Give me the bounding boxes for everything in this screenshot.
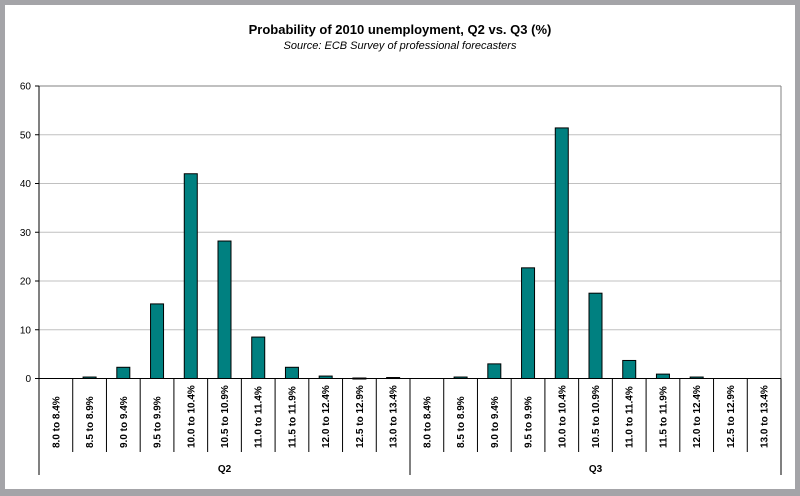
y-tick-label: 60 — [20, 82, 32, 93]
category-label: 9.0 to 9.4% — [490, 396, 501, 448]
bar — [217, 240, 232, 379]
category-label: 12.5 to 12.9% — [726, 385, 737, 448]
bar — [689, 376, 704, 380]
y-tick-label: 50 — [20, 130, 32, 141]
category-label: 11.0 to 11.4% — [254, 386, 265, 448]
y-tick-label: 10 — [20, 325, 32, 336]
bar — [588, 292, 603, 379]
bar — [352, 377, 367, 380]
category-label: 8.0 to 8.4% — [422, 396, 433, 448]
group-label: Q3 — [589, 464, 603, 475]
bar — [284, 366, 299, 380]
y-tick-label: 30 — [20, 228, 32, 239]
bar — [386, 377, 401, 380]
y-tick-label: 40 — [20, 179, 32, 190]
category-label: 11.5 to 11.9% — [287, 386, 298, 448]
bar — [487, 363, 502, 379]
bar — [150, 303, 165, 380]
bar — [521, 267, 536, 379]
chart-subtitle: Source: ECB Survey of professional forec… — [283, 40, 517, 52]
bar — [318, 375, 333, 379]
category-label: 8.5 to 8.9% — [85, 396, 96, 448]
category-label: 10.0 to 10.4% — [186, 385, 197, 448]
y-tick-label: 0 — [25, 374, 31, 385]
category-label: 8.5 to 8.9% — [456, 396, 467, 448]
category-label: 10.5 to 10.9% — [220, 385, 231, 448]
category-label: 12.0 to 12.4% — [321, 385, 332, 448]
category-label: 13.0 to 13.4% — [760, 385, 771, 448]
category-label: 13.0 to 13.4% — [389, 385, 400, 448]
category-label: 9.5 to 9.9% — [524, 396, 535, 448]
bar — [453, 376, 468, 380]
category-label: 12.0 to 12.4% — [692, 385, 703, 448]
bar — [251, 336, 266, 379]
category-label: 11.5 to 11.9% — [658, 386, 669, 448]
category-label: 9.5 to 9.9% — [153, 396, 164, 448]
category-label: 10.5 to 10.9% — [591, 385, 602, 448]
bar — [183, 173, 198, 379]
bar — [82, 376, 97, 380]
category-label: 9.0 to 9.4% — [119, 396, 130, 448]
bar — [554, 127, 569, 379]
chart-title: Probability of 2010 unemployment, Q2 vs.… — [248, 22, 552, 37]
category-label: 8.0 to 8.4% — [51, 396, 62, 448]
category-label: 10.0 to 10.4% — [557, 385, 568, 448]
group-label: Q2 — [218, 464, 232, 475]
bar — [622, 359, 637, 379]
category-label: 11.0 to 11.4% — [625, 386, 636, 448]
bar — [655, 373, 670, 379]
bar — [116, 366, 131, 380]
category-label: 12.5 to 12.9% — [355, 385, 366, 448]
y-tick-label: 20 — [20, 277, 32, 288]
